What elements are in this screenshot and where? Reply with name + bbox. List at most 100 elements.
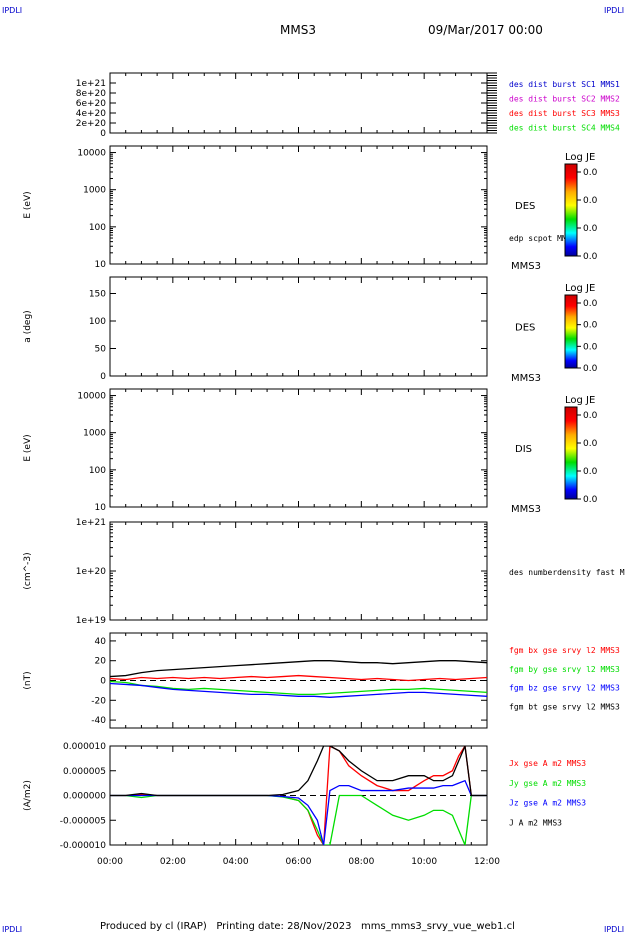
y-tick-label: 50 [95, 345, 107, 355]
legend-entry: J A m2 MMS3 [509, 818, 562, 827]
x-tick-label: 06:00 [286, 857, 312, 867]
y-tick-label: 0.000005 [63, 767, 106, 777]
y-tick-label: 8e+20 [76, 89, 107, 99]
instrument-label: DIS [515, 444, 532, 455]
colorbar-tick-label: 0.0 [583, 299, 598, 309]
colorbar [564, 294, 578, 369]
y-tick-label: 10000 [77, 392, 106, 402]
y-axis-label: (nT) [23, 671, 33, 689]
current-density-panel: -0.000010 -0.000005 0.000000 0.000005 0.0000… [23, 742, 586, 851]
y-tick-label: 1e+21 [76, 79, 106, 89]
y-tick-label: 0 [100, 372, 106, 382]
colorbar [564, 406, 578, 500]
colorbar-tick-label: 0.0 [583, 439, 598, 449]
y-tick-label: 10 [95, 260, 107, 270]
series-line [110, 682, 487, 698]
colorbar-tick-label: 0.0 [583, 252, 598, 262]
x-tick-label: 08:00 [348, 857, 374, 867]
figure-date: 09/Mar/2017 00:00 [428, 23, 543, 37]
magnetic-field-panel: -40 -20 0 20 40 (nT) fgm bx gse srvy l2 MMS3 fg… [23, 632, 620, 729]
legend-entry: des dist burst SC4 MMS4 [509, 124, 620, 133]
colorbar-tick-label: 0.0 [583, 168, 598, 178]
colorbar-tick-label: 0.0 [583, 321, 598, 331]
panel-frame [109, 521, 488, 621]
colorbar-tick-label: 0.0 [583, 495, 598, 505]
y-tick-label: -0.000010 [60, 841, 106, 851]
y-tick-label: 10 [95, 503, 107, 513]
legend-entry: Jx gse A m2 MMS3 [509, 759, 586, 768]
y-tick-label: 1e+19 [76, 616, 107, 626]
legend-entry: fgm bx gse srvy l2 MMS3 [509, 646, 620, 655]
y-tick-label: 20 [95, 657, 107, 667]
overlay-label: edp scpot MMS3 [509, 234, 577, 243]
y-axis-label: (cm^-3) [23, 552, 33, 589]
panel-frame [109, 388, 488, 508]
spacecraft-label: MMS3 [511, 504, 541, 515]
colorbar-tick-label: 0.0 [583, 364, 598, 374]
colorbar-tick-label: 0.0 [583, 411, 598, 421]
y-axis-label: (A/m2) [23, 780, 33, 811]
colorbar-title: Log JE [565, 395, 595, 406]
y-tick-label: 150 [89, 290, 106, 300]
colorbar [564, 163, 578, 257]
panel-frame [109, 145, 488, 265]
series-line [110, 746, 487, 797]
corner-label-tl: IPDLI [2, 6, 22, 15]
corner-label-bl: IPDLI [2, 925, 22, 934]
legend-entry: fgm by gse srvy l2 MMS3 [509, 665, 620, 674]
series-line [110, 674, 487, 682]
y-tick-label: -40 [91, 716, 106, 726]
colorbar-title: Log JE [565, 283, 595, 294]
series-line [110, 794, 487, 845]
instrument-label: DES [515, 201, 535, 212]
legend-entry: fgm bz gse srvy l2 MMS3 [509, 684, 620, 693]
colorbar-tick-label: 0.0 [583, 224, 598, 234]
y-tick-label: 1e+20 [76, 567, 107, 577]
y-tick-label: 10000 [77, 149, 106, 159]
spacecraft-label: MMS3 [511, 261, 541, 272]
y-tick-label: 4e+20 [76, 109, 107, 119]
x-tick-label: 12:00 [474, 857, 500, 867]
y-tick-label: 40 [95, 637, 107, 647]
footer-text: Produced by cl (IRAP) Printing date: 28/… [100, 921, 515, 932]
colorbar-tick-label: 0.0 [583, 342, 598, 352]
y-tick-label: 1000 [83, 429, 106, 439]
y-tick-label: 0.000010 [63, 742, 106, 752]
spacecraft-label: MMS3 [511, 373, 541, 384]
panel-frame [109, 72, 488, 134]
legend-entry: des dist burst SC2 MMS2 [509, 95, 620, 104]
x-tick-label: 02:00 [160, 857, 186, 867]
y-axis-label: E (eV) [23, 191, 33, 218]
colorbar-tick-label: 0.0 [583, 467, 598, 477]
y-tick-label: -0.000005 [60, 816, 106, 826]
series-line [110, 660, 487, 678]
series-line [110, 680, 487, 696]
y-tick-label: 1e+21 [76, 518, 106, 528]
legend-entry: des dist burst SC3 MMS3 [509, 109, 620, 118]
y-tick-label: 6e+20 [76, 99, 107, 109]
colorbar-tick-label: 0.0 [583, 196, 598, 206]
y-tick-label: 0 [100, 129, 106, 139]
des-energy-panel: 10 100 1000 10000 E (eV) DES MMS3 edp scpot MMS… [23, 145, 598, 272]
series-group [110, 660, 487, 698]
des-pitch-panel: 0 50 100 150 a (deg) DES MMS3 Log JE 0.0 0.0 0.0 0.… [23, 276, 598, 384]
legend-entry: fgm bt gse srvy l2 MMS3 [509, 702, 620, 711]
y-tick-label: 100 [89, 223, 106, 233]
legend-entry: Jz gse A m2 MMS3 [509, 799, 586, 808]
corner-label-tr: IPDLI [604, 6, 624, 15]
y-tick-label: 1000 [83, 186, 106, 196]
y-tick-label: 0.000000 [63, 792, 106, 802]
y-tick-label: 2e+20 [76, 119, 107, 129]
x-tick-label: 10:00 [411, 857, 437, 867]
colorbar-title: Log JE [565, 152, 595, 163]
y-tick-label: -20 [91, 696, 106, 706]
panel-frame [109, 276, 488, 377]
instrument-label: DES [515, 323, 535, 334]
number-density-panel: 1e+19 1e+20 1e+21 (cm^-3) des numberdensity … [23, 518, 625, 626]
dis-energy-panel: 10 100 1000 10000 E (eV) DIS MMS3 Log JE 0.0 0.0 0… [23, 388, 598, 515]
x-tick-label: 00:00 [97, 857, 123, 867]
corner-label-br: IPDLI [604, 925, 624, 934]
figure-title: MMS3 [280, 23, 316, 37]
